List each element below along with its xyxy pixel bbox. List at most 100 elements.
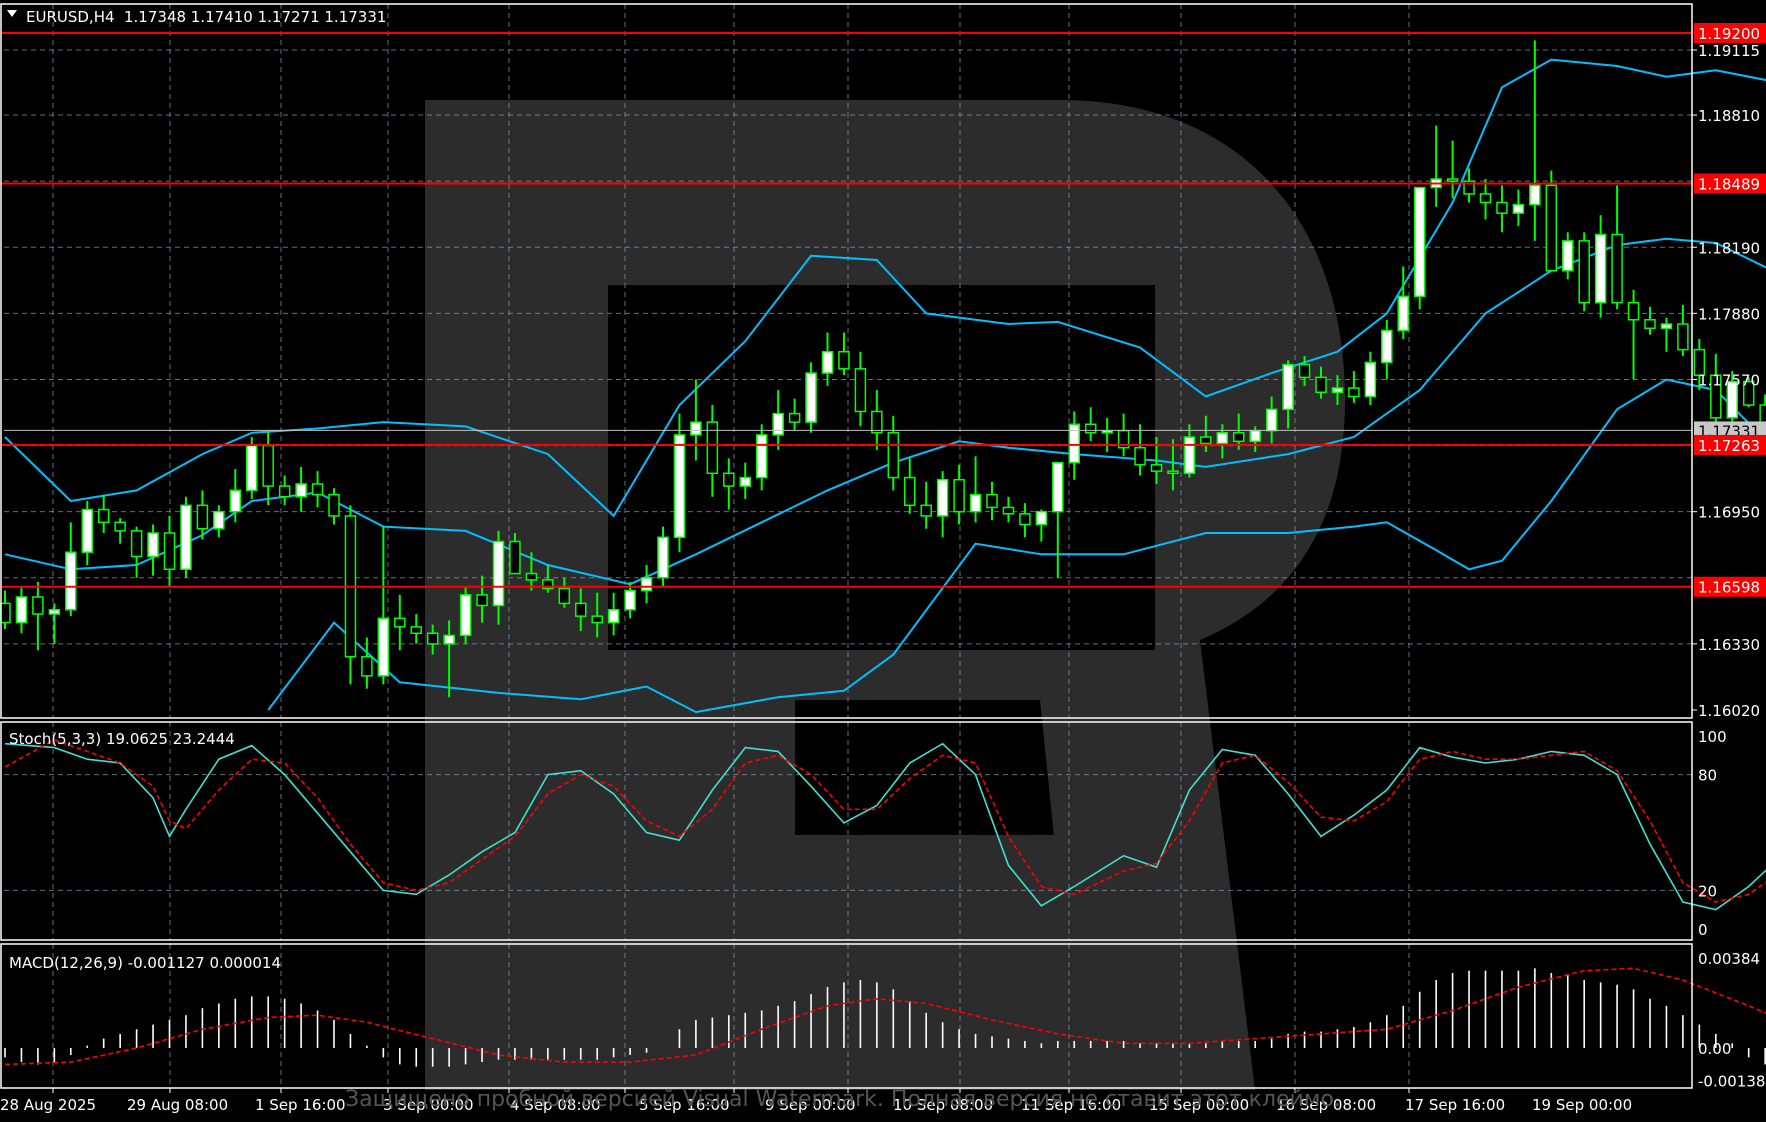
candle bbox=[1315, 366, 1327, 399]
candle bbox=[969, 456, 982, 523]
price-level-box bbox=[1694, 173, 1766, 194]
candle bbox=[739, 462, 751, 499]
candle-body bbox=[591, 615, 603, 624]
candle-body bbox=[1397, 295, 1409, 332]
candle-body bbox=[624, 589, 636, 611]
candle-body bbox=[542, 579, 554, 590]
stochastic-signal-line bbox=[4, 739, 1766, 903]
candle-body bbox=[805, 372, 817, 423]
candle-body bbox=[426, 632, 439, 645]
candle-body bbox=[1183, 436, 1196, 475]
collapse-triangle-icon[interactable] bbox=[7, 10, 17, 17]
candle-body bbox=[130, 530, 143, 558]
candle-body bbox=[1496, 201, 1508, 214]
candle bbox=[1397, 266, 1409, 339]
time-tick-label: 15 Sep 00:00 bbox=[1149, 1096, 1249, 1114]
candle-body bbox=[904, 476, 916, 507]
candle-body bbox=[394, 617, 406, 628]
candle bbox=[1183, 424, 1196, 478]
price-level-box bbox=[1694, 434, 1766, 455]
stochastic-tick-label: 80 bbox=[1698, 767, 1717, 785]
watermark-logo-icon bbox=[425, 100, 1345, 1090]
candle-body bbox=[986, 493, 998, 509]
candle-body bbox=[690, 421, 702, 436]
candle bbox=[1331, 375, 1344, 406]
candle bbox=[1134, 424, 1146, 476]
candle bbox=[229, 469, 242, 523]
candle-body bbox=[1150, 464, 1163, 472]
candle bbox=[805, 362, 817, 433]
candle bbox=[492, 530, 505, 625]
candle-body bbox=[640, 577, 653, 592]
candle-body bbox=[1084, 423, 1097, 434]
candle bbox=[640, 564, 653, 604]
candle bbox=[673, 413, 686, 553]
candle bbox=[920, 481, 932, 529]
candle-body bbox=[1315, 376, 1327, 394]
candle bbox=[1545, 170, 1558, 272]
candle-body bbox=[1726, 380, 1738, 419]
time-tick-label: 9 Sep 00:00 bbox=[765, 1096, 856, 1114]
candle bbox=[558, 577, 571, 608]
time-tick-label: 17 Sep 16:00 bbox=[1405, 1096, 1505, 1114]
price-panel: EURUSD,H4 1.17348 1.17410 1.17271 1.1733… bbox=[0, 8, 1766, 714]
candle-body bbox=[1562, 240, 1574, 272]
candle-body bbox=[1216, 432, 1229, 445]
candle-body bbox=[788, 412, 801, 423]
candle bbox=[114, 518, 126, 544]
candle bbox=[1052, 461, 1064, 578]
candle-body bbox=[229, 489, 242, 513]
candle-body bbox=[1446, 178, 1459, 182]
candle-body bbox=[821, 350, 834, 374]
candle-body bbox=[1710, 374, 1722, 419]
candle-body bbox=[1265, 408, 1278, 432]
candle-body bbox=[48, 609, 61, 615]
stochastic-panel: Stoch(5,3,3) 19.0625 23.2444 bbox=[4, 730, 1766, 911]
candle bbox=[1627, 289, 1640, 380]
bollinger-lower bbox=[267, 378, 1766, 714]
candle bbox=[1479, 179, 1492, 220]
candle bbox=[525, 552, 538, 591]
candle-body bbox=[1200, 436, 1212, 445]
price-level-box bbox=[1694, 576, 1766, 597]
candle bbox=[1693, 338, 1706, 391]
candle bbox=[607, 592, 620, 636]
stochastic-main-line bbox=[4, 742, 1766, 911]
candle bbox=[1364, 351, 1377, 406]
candle-body bbox=[1413, 186, 1426, 298]
candle bbox=[476, 575, 488, 623]
candle bbox=[32, 582, 44, 651]
candle-body bbox=[1331, 387, 1344, 394]
stochastic-tick-label: 100 bbox=[1698, 728, 1727, 746]
candle bbox=[1529, 40, 1541, 241]
candle bbox=[509, 533, 521, 575]
candle bbox=[1578, 232, 1590, 312]
candle-body bbox=[1134, 446, 1146, 466]
time-tick-label: 29 Aug 08:00 bbox=[127, 1096, 228, 1114]
candle-body bbox=[1233, 432, 1245, 443]
macd-tick-label: -0.00138 bbox=[1698, 1072, 1765, 1090]
candle-body bbox=[1068, 423, 1080, 464]
candle-body bbox=[1512, 203, 1525, 214]
candle-body bbox=[1644, 319, 1656, 330]
candle bbox=[97, 494, 110, 534]
time-tick-label: 5 Sep 16:00 bbox=[639, 1096, 730, 1114]
candle bbox=[295, 466, 307, 512]
candle bbox=[706, 405, 719, 497]
price-level-box bbox=[1694, 23, 1766, 43]
candle bbox=[394, 594, 406, 651]
candle-body bbox=[1101, 429, 1113, 434]
candle-body bbox=[1463, 180, 1475, 195]
candle-body bbox=[1578, 240, 1590, 304]
candle-body bbox=[0, 602, 11, 624]
candle bbox=[147, 524, 159, 576]
candle bbox=[1594, 215, 1607, 318]
candle-body bbox=[361, 655, 373, 677]
candle bbox=[130, 526, 143, 578]
candle-body bbox=[1381, 329, 1393, 364]
candle-body bbox=[295, 483, 307, 498]
candle-body bbox=[1627, 301, 1640, 321]
candle bbox=[1413, 186, 1426, 310]
candle-body bbox=[1035, 510, 1048, 526]
